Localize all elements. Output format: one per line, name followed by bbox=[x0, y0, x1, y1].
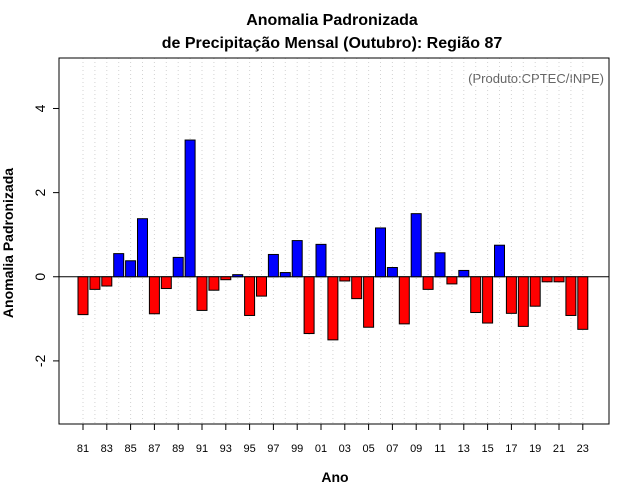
bar-96 bbox=[256, 276, 267, 297]
bar-98 bbox=[279, 272, 291, 278]
bar-90 bbox=[184, 139, 196, 278]
bar-03 bbox=[339, 276, 351, 282]
bar-99 bbox=[291, 240, 303, 278]
bar-05 bbox=[363, 276, 375, 328]
x-tick-label: 17 bbox=[505, 443, 517, 455]
bar-08 bbox=[398, 276, 410, 325]
bar-13 bbox=[458, 269, 470, 278]
bar-07 bbox=[386, 267, 398, 278]
bar-84 bbox=[113, 253, 125, 278]
x-tick-label: 03 bbox=[339, 443, 351, 455]
bar-93 bbox=[220, 276, 232, 281]
y-tick-label: -2 bbox=[32, 354, 48, 367]
x-tick-label: 81 bbox=[77, 443, 89, 455]
x-tick-label: 19 bbox=[529, 443, 541, 455]
bar-92 bbox=[208, 276, 220, 291]
bar-88 bbox=[160, 276, 172, 290]
bar-11 bbox=[434, 252, 446, 278]
bar-87 bbox=[148, 276, 160, 315]
x-tick-label: 87 bbox=[148, 443, 160, 455]
x-tick-label: 15 bbox=[481, 443, 493, 455]
plot-frame bbox=[58, 57, 610, 425]
x-tick-label: 21 bbox=[553, 443, 565, 455]
bar-18 bbox=[517, 276, 529, 327]
bars bbox=[77, 139, 589, 341]
x-tick-label: 99 bbox=[291, 443, 303, 455]
x-axis-title: Ano bbox=[321, 469, 348, 485]
bar-83 bbox=[101, 276, 113, 287]
x-tick-label: 93 bbox=[220, 443, 232, 455]
bar-01 bbox=[315, 243, 327, 278]
bar-81 bbox=[77, 276, 89, 316]
x-tick-label: 07 bbox=[386, 443, 398, 455]
bar-22 bbox=[565, 276, 577, 316]
y-tick-label: 4 bbox=[32, 104, 48, 112]
bar-91 bbox=[196, 276, 208, 311]
y-axis-title: Anomalia Padronizada bbox=[0, 168, 16, 318]
bar-20 bbox=[541, 276, 553, 283]
x-tick-label: 13 bbox=[458, 443, 470, 455]
grid-lines bbox=[82, 58, 584, 424]
x-tick-label: 83 bbox=[101, 443, 113, 455]
chart-title-line1: Anomalia Padronizada bbox=[246, 12, 418, 29]
bar-16 bbox=[494, 244, 505, 278]
bar-23 bbox=[577, 276, 589, 330]
bar-94 bbox=[232, 274, 244, 278]
bar-89 bbox=[172, 256, 184, 278]
x-tick-label: 01 bbox=[315, 443, 327, 455]
chart-title-line2: de Precipitação Mensal (Outubro): Região… bbox=[162, 35, 503, 52]
bar-14 bbox=[470, 276, 482, 314]
x-tick-label: 97 bbox=[267, 443, 279, 455]
x-tick-label: 85 bbox=[124, 443, 136, 455]
bar-21 bbox=[553, 276, 565, 283]
x-tick-label: 89 bbox=[172, 443, 184, 455]
bar-00 bbox=[303, 276, 315, 335]
y-axis: -2 0 2 4 bbox=[32, 104, 59, 367]
bar-10 bbox=[422, 276, 434, 290]
bar-82 bbox=[89, 276, 101, 290]
x-tick-label: 11 bbox=[434, 443, 445, 455]
y-tick-label: 0 bbox=[32, 273, 48, 281]
bar-09 bbox=[410, 213, 422, 278]
credit-label: (Produto:CPTEC/INPE) bbox=[468, 71, 604, 86]
x-tick-label: 05 bbox=[362, 443, 374, 455]
x-tick-label: 09 bbox=[410, 443, 422, 455]
bar-04 bbox=[351, 276, 363, 300]
bar-95 bbox=[244, 276, 256, 316]
bar-06 bbox=[375, 227, 386, 278]
bar-86 bbox=[137, 218, 148, 278]
bar-19 bbox=[529, 276, 541, 307]
x-axis: 81 83 85 87 89 91 93 95 97 99 01 03 05 07 09 11 13 15 17 19… bbox=[77, 424, 589, 455]
bar-85 bbox=[125, 260, 137, 278]
bar-97 bbox=[267, 253, 279, 278]
bar-17 bbox=[505, 276, 517, 314]
bar-12 bbox=[446, 276, 458, 285]
x-tick-label: 95 bbox=[243, 443, 255, 455]
x-tick-label: 23 bbox=[577, 443, 589, 455]
y-tick-label: 2 bbox=[32, 189, 48, 197]
bar-15 bbox=[482, 276, 494, 324]
x-tick-label: 91 bbox=[196, 443, 208, 455]
bar-02 bbox=[327, 276, 339, 341]
